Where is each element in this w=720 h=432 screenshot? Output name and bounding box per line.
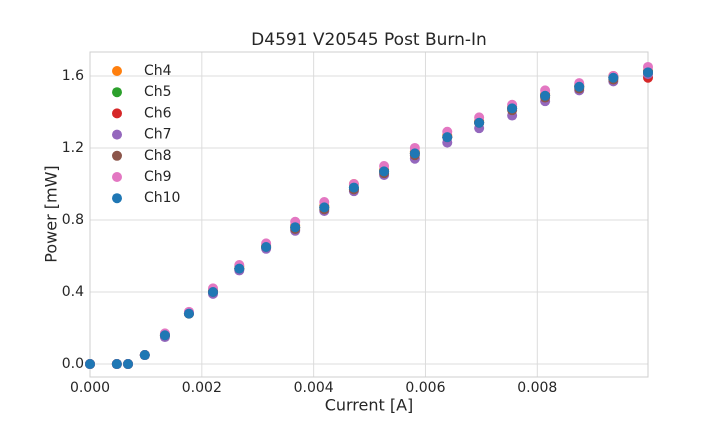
legend-marker — [112, 129, 122, 140]
point — [85, 359, 95, 370]
legend-marker — [112, 87, 122, 98]
x-tick-label: 0.002 — [182, 380, 222, 396]
x-tick-label: 0.006 — [405, 380, 445, 396]
point — [261, 242, 272, 252]
y-tick-label: 1.6 — [62, 68, 84, 84]
point — [183, 308, 194, 319]
y-tick-label: 0.8 — [62, 212, 84, 228]
point — [540, 90, 551, 101]
point — [442, 132, 453, 143]
x-axis-label: Current [A] — [325, 396, 414, 415]
point — [319, 202, 330, 213]
legend-marker — [112, 172, 122, 182]
legend-label: Ch8 — [144, 148, 172, 164]
point — [208, 287, 219, 298]
legend-label: Ch6 — [144, 105, 172, 121]
x-tick-label: 0.008 — [517, 380, 557, 396]
point — [111, 359, 122, 370]
point — [474, 117, 485, 128]
point — [290, 222, 301, 233]
point — [379, 166, 390, 177]
x-tick-label: 0.000 — [70, 380, 110, 396]
point — [643, 67, 653, 78]
legend-label: Ch4 — [144, 63, 172, 79]
point — [507, 103, 518, 114]
y-tick-label: 0.0 — [62, 356, 84, 372]
legend-label: Ch10 — [144, 190, 180, 206]
point — [123, 359, 134, 370]
chart-title: D4591 V20545 Post Burn-In — [251, 30, 487, 50]
point — [409, 148, 420, 159]
plot-border — [89, 51, 649, 378]
legend-label: Ch7 — [144, 127, 172, 143]
plot-area — [90, 52, 648, 377]
legend-label: Ch5 — [144, 84, 172, 100]
point — [159, 330, 170, 341]
point — [608, 72, 619, 83]
legend-marker — [112, 66, 122, 76]
legend-marker — [112, 150, 122, 161]
legend-marker — [112, 193, 122, 204]
point — [234, 263, 245, 274]
legend-label: Ch9 — [144, 169, 172, 185]
point — [139, 350, 150, 361]
y-tick-label: 0.4 — [62, 284, 84, 300]
point — [574, 81, 585, 92]
x-tick-label: 0.004 — [294, 380, 334, 396]
point — [348, 182, 359, 193]
y-tick-label: 1.2 — [62, 140, 84, 156]
y-axis-label: Power [mW] — [42, 165, 61, 262]
legend-marker — [112, 108, 122, 119]
